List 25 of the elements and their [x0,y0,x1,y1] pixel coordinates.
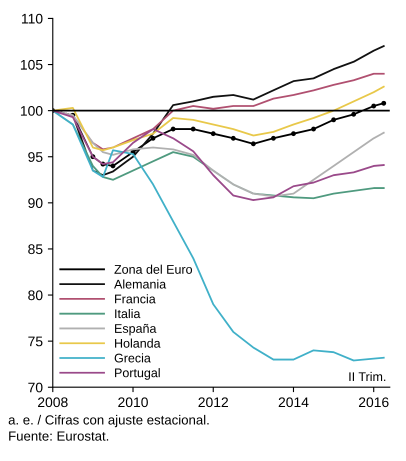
legend-label: Francia [115,294,156,304]
legend-label: Portugal [115,368,160,380]
y-tick-label: 85 [28,244,42,254]
y-tick-label: 110 [22,14,43,24]
y-tick-label: 95 [28,152,42,162]
legend-label: Zona del Euro [114,264,192,274]
legend-label: Italia [115,308,140,318]
y-tick-label: 100 [20,106,43,116]
x-tick-label: 2016 [358,397,389,408]
y-tick-label: 105 [20,60,42,70]
x-tick-label: 2014 [278,397,309,408]
annotation: II Trim. [349,372,386,381]
text: a. e. / Cifras con ajuste estacional. [8,414,209,428]
x-tick-label: 2008 [38,397,68,408]
x-tick-label: 2010 [118,397,148,408]
legend-label: Alemania [114,279,166,289]
x-tick-label: 2012 [198,397,228,408]
source-note: Fuente: Eurostat. [9,432,108,441]
y-tick-label: 70 [28,382,43,392]
y-tick-label: 75 [28,336,42,346]
y-tick-label: 90 [28,198,43,208]
legend-label: Grecia [114,353,151,362]
legend-label: España [115,324,156,336]
legend-label: Holanda [115,338,161,348]
y-tick-label: 80 [28,290,43,300]
